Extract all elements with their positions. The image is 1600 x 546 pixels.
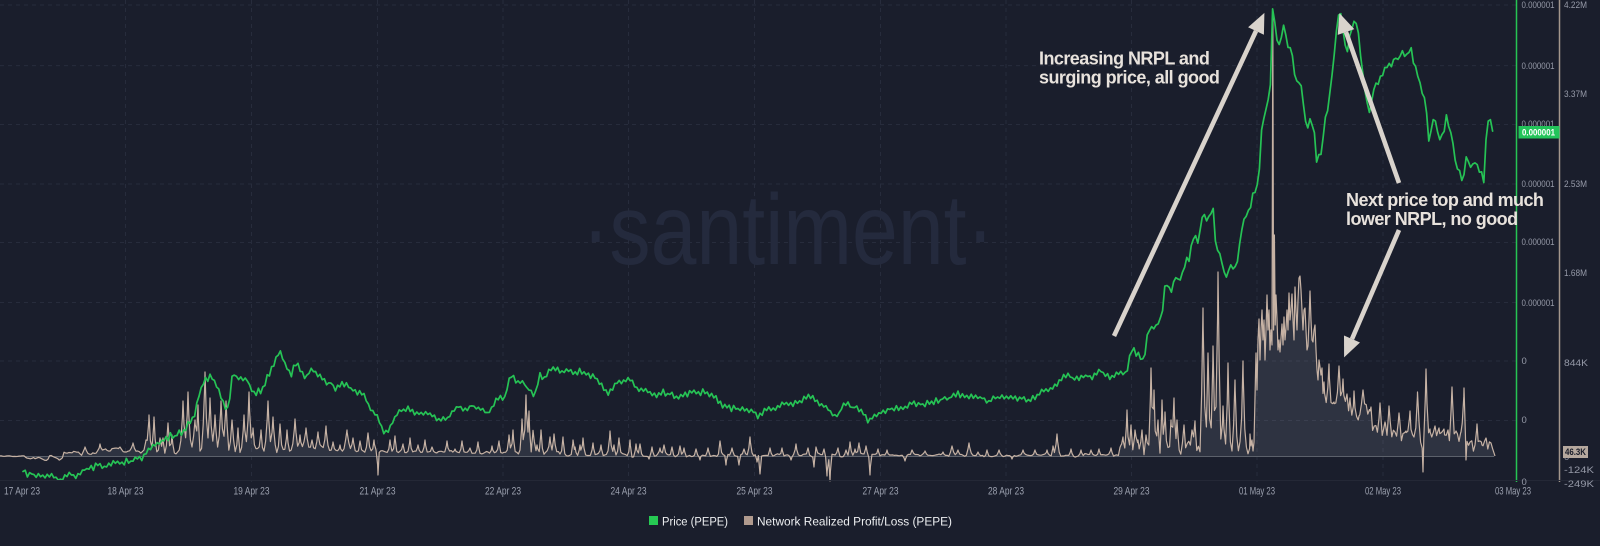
svg-text:Price (PEPE): Price (PEPE)	[662, 515, 728, 529]
svg-text:0.000001: 0.000001	[1522, 119, 1555, 130]
svg-text:0.000001: 0.000001	[1522, 128, 1555, 138]
svg-text:844K: 844K	[1564, 358, 1589, 369]
svg-text:21 Apr 23: 21 Apr 23	[360, 486, 396, 498]
svg-text:17 Apr 23: 17 Apr 23	[4, 486, 40, 498]
svg-text:22 Apr 23: 22 Apr 23	[485, 486, 521, 498]
svg-text:Network Realized Profit/Loss (: Network Realized Profit/Loss (PEPE)	[757, 515, 952, 529]
svg-text:25 Apr 23: 25 Apr 23	[737, 486, 773, 498]
svg-text:29 Apr 23: 29 Apr 23	[1114, 486, 1150, 498]
svg-text:46.3K: 46.3K	[1565, 447, 1586, 457]
svg-text:Next price top and much: Next price top and much	[1346, 190, 1543, 210]
svg-text:24 Apr 23: 24 Apr 23	[611, 486, 647, 498]
svg-text:-124K: -124K	[1564, 465, 1595, 476]
svg-text:0: 0	[1522, 356, 1527, 367]
svg-text:27 Apr 23: 27 Apr 23	[863, 486, 899, 498]
svg-text:18 Apr 23: 18 Apr 23	[108, 486, 144, 498]
svg-text:02 May 23: 02 May 23	[1365, 486, 1401, 498]
svg-text:0.000001: 0.000001	[1522, 0, 1555, 11]
svg-text:3.37M: 3.37M	[1564, 89, 1587, 100]
svg-text:surging price, all good: surging price, all good	[1039, 68, 1219, 88]
svg-text:19 Apr 23: 19 Apr 23	[234, 486, 270, 498]
svg-text:01 May 23: 01 May 23	[1239, 486, 1275, 498]
svg-text:0.000001: 0.000001	[1522, 179, 1555, 190]
svg-text:4.22M: 4.22M	[1564, 0, 1587, 11]
svg-text:Increasing NRPL and: Increasing NRPL and	[1039, 49, 1209, 69]
svg-text:-249K: -249K	[1564, 479, 1595, 490]
svg-text:0.000001: 0.000001	[1522, 298, 1555, 309]
svg-text:28 Apr 23: 28 Apr 23	[988, 486, 1024, 498]
svg-text:0: 0	[1522, 415, 1527, 426]
svg-text:0.000001: 0.000001	[1522, 61, 1555, 72]
svg-text:1.68M: 1.68M	[1564, 268, 1587, 279]
svg-text:03 May 23: 03 May 23	[1495, 486, 1531, 498]
svg-text:0.000001: 0.000001	[1522, 237, 1555, 248]
svg-text:2.53M: 2.53M	[1564, 179, 1587, 190]
svg-text:0: 0	[1522, 477, 1527, 488]
svg-text:·santiment·: ·santiment·	[582, 174, 994, 286]
svg-text:lower NRPL, no good: lower NRPL, no good	[1346, 209, 1518, 229]
